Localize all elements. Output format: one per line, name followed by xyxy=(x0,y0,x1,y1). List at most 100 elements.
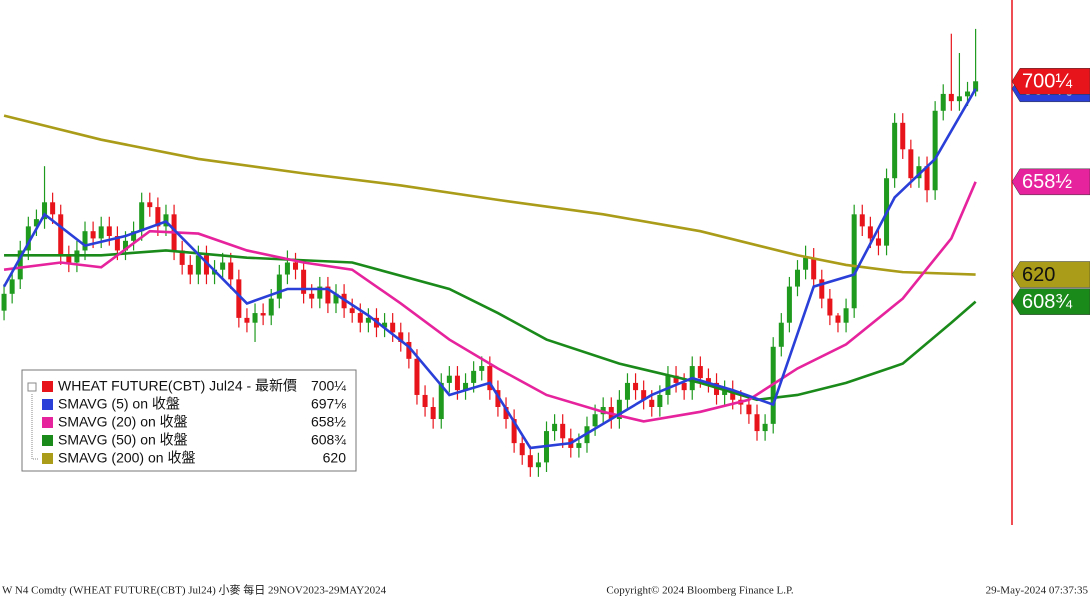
candle-body xyxy=(641,390,647,400)
candle-body xyxy=(511,419,517,444)
legend-box xyxy=(21,369,357,472)
ma-line xyxy=(3,181,977,423)
candle-body xyxy=(228,262,234,280)
candle-body xyxy=(463,382,469,391)
candle-body xyxy=(762,423,768,432)
value-tag xyxy=(1011,288,1090,315)
candle-body xyxy=(965,91,971,97)
legend-label: SMAVG (200) on 收盤 xyxy=(58,450,195,466)
candle-body xyxy=(179,250,185,265)
ma-line xyxy=(4,249,977,402)
candle-body xyxy=(414,358,420,395)
candle-body xyxy=(139,202,145,232)
legend-value: 620 xyxy=(323,450,347,466)
candle-body xyxy=(479,366,485,371)
candle-body xyxy=(260,313,266,316)
value-tag-label: 700¼ xyxy=(1022,71,1072,93)
candle-body xyxy=(681,382,687,391)
candle-body xyxy=(754,414,760,432)
candle-body xyxy=(535,462,541,468)
candle-body xyxy=(811,257,817,280)
candle-body xyxy=(382,322,388,328)
candle-body xyxy=(25,226,31,251)
candle-body xyxy=(908,149,914,179)
legend-toggle xyxy=(27,382,37,392)
candle-body xyxy=(471,370,477,383)
candle-body xyxy=(649,399,655,407)
candle-body xyxy=(276,274,282,299)
candle-body xyxy=(487,366,493,391)
candle-body xyxy=(252,313,258,323)
candle-body xyxy=(406,341,412,359)
candle-body xyxy=(398,332,404,342)
legend-swatch xyxy=(42,399,53,410)
candle-body xyxy=(576,443,582,448)
candle-body xyxy=(131,231,137,241)
candle-body xyxy=(58,214,64,256)
candle-body xyxy=(924,166,930,191)
candle-body xyxy=(220,262,226,270)
value-tag xyxy=(1011,261,1090,288)
candle-body xyxy=(616,399,622,420)
candle-body xyxy=(446,375,452,383)
candle-body xyxy=(82,231,88,251)
candle-body xyxy=(940,93,946,111)
candle-body xyxy=(778,322,784,347)
candle-body xyxy=(665,375,671,395)
candle-body xyxy=(66,255,72,263)
legend-tree xyxy=(31,394,38,460)
candle-body xyxy=(803,257,809,270)
legend-label: SMAVG (50) on 收盤 xyxy=(58,432,188,448)
legend-label: WHEAT FUTURE(CBT) Jul24 - 最新價 xyxy=(58,378,297,394)
footer-right: 29-May-2024 07:37:35 xyxy=(986,585,1089,597)
candle-body xyxy=(932,110,938,191)
legend-swatch xyxy=(42,381,53,392)
candle-body xyxy=(560,423,566,439)
ma-line xyxy=(3,114,976,276)
candle-body xyxy=(309,293,315,299)
candle-body xyxy=(430,406,436,420)
legend-label: SMAVG (20) on 收盤 xyxy=(58,414,188,430)
candle-body xyxy=(203,255,209,275)
candle-body xyxy=(673,375,679,383)
candle-body xyxy=(9,279,15,294)
candle-body xyxy=(503,406,509,420)
candle-body xyxy=(147,202,153,208)
candle-body xyxy=(859,214,865,227)
candle-body xyxy=(42,202,48,220)
candle-body xyxy=(454,375,460,391)
candle-body xyxy=(1,293,7,311)
candle-body xyxy=(948,93,954,102)
candle-body xyxy=(357,313,363,323)
candle-body xyxy=(867,226,873,239)
candle-body xyxy=(875,238,881,246)
candle-body xyxy=(746,404,752,415)
candle-body xyxy=(90,231,96,239)
candle-body xyxy=(236,279,242,318)
candle-body xyxy=(624,382,630,400)
candle-body xyxy=(794,269,801,287)
legend-value: 658½ xyxy=(311,414,346,430)
candle-body xyxy=(697,366,703,379)
candle-body xyxy=(301,269,307,294)
footer-center: Copyright© 2024 Bloomberg Finance L.P. xyxy=(606,585,793,597)
candle-body xyxy=(722,390,728,395)
candle-body xyxy=(333,293,339,304)
candle-body xyxy=(244,317,250,323)
legend-value: 697⅛ xyxy=(311,396,346,412)
candle-body xyxy=(633,382,639,391)
legend-value: 700¼ xyxy=(311,378,346,394)
candle-body xyxy=(365,317,371,323)
candle-body xyxy=(851,214,857,309)
candle-body xyxy=(827,298,833,316)
ma-line xyxy=(2,88,977,450)
value-tag-label: 608¾ xyxy=(1022,291,1072,313)
value-tag-label: 620 xyxy=(1022,264,1055,286)
candle-body xyxy=(519,443,525,456)
candle-body xyxy=(956,96,962,102)
candle-body xyxy=(422,394,428,407)
candle-body xyxy=(730,390,736,400)
candle-body xyxy=(527,455,533,468)
